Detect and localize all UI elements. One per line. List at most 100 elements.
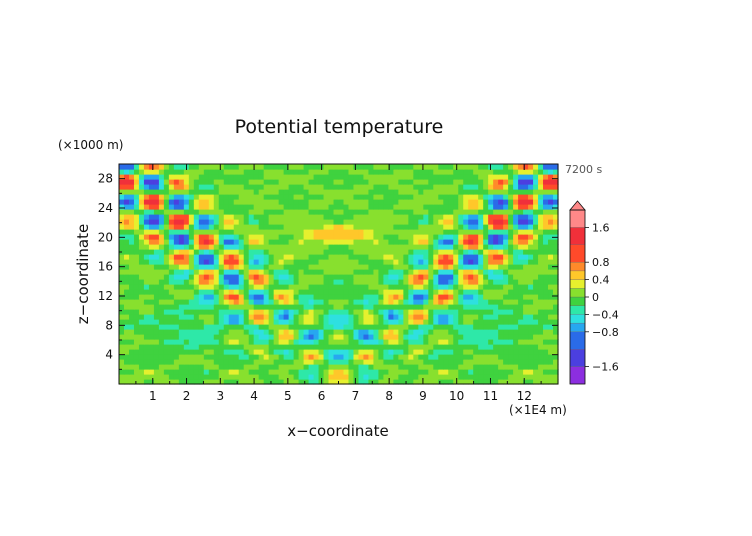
heatmap-cell: [193, 214, 200, 220]
heatmap-cell: [278, 334, 285, 340]
heatmap-cell: [398, 269, 404, 275]
heatmap-cell: [543, 229, 549, 235]
heatmap-cell: [328, 249, 335, 255]
heatmap-cell: [518, 259, 524, 265]
heatmap-cell: [138, 324, 145, 330]
heatmap-cell: [218, 194, 225, 200]
heatmap-cell: [119, 369, 125, 375]
heatmap-cell: [178, 339, 185, 345]
heatmap-cell: [223, 344, 230, 350]
heatmap-cell: [163, 239, 170, 245]
heatmap-cell: [148, 209, 155, 215]
heatmap-cell: [123, 369, 130, 375]
heatmap-cell: [423, 229, 429, 235]
heatmap-cell: [398, 174, 404, 180]
heatmap-cell: [473, 204, 479, 210]
heatmap-cell: [143, 374, 150, 380]
heatmap-cell: [288, 344, 295, 350]
heatmap-cell: [503, 324, 509, 330]
heatmap-cell: [458, 209, 464, 215]
heatmap-cell: [163, 279, 170, 285]
heatmap-cell: [523, 209, 529, 215]
heatmap-cell: [478, 344, 484, 350]
heatmap-cell: [208, 299, 215, 305]
heatmap-cell: [493, 334, 499, 340]
heatmap-cell: [353, 169, 360, 175]
heatmap-cell: [523, 324, 529, 330]
heatmap-cell: [548, 164, 554, 170]
heatmap-cell: [253, 329, 260, 335]
heatmap-cell: [288, 169, 295, 175]
heatmap-cell: [503, 294, 509, 300]
heatmap-cell: [553, 204, 559, 210]
heatmap-cell: [473, 274, 479, 280]
heatmap-cell: [368, 359, 375, 365]
heatmap-cell: [553, 249, 559, 255]
heatmap-cell: [518, 184, 524, 190]
heatmap-cell: [298, 209, 305, 215]
heatmap-cell: [408, 224, 414, 230]
heatmap-cell: [543, 204, 549, 210]
heatmap-cell: [493, 324, 499, 330]
heatmap-cell: [253, 209, 260, 215]
colorbar-swatch: [569, 296, 586, 306]
heatmap-cell: [368, 269, 375, 275]
heatmap-cell: [128, 329, 135, 335]
heatmap-cell: [138, 194, 145, 200]
heatmap-cell: [553, 324, 559, 330]
heatmap-cell: [223, 169, 230, 175]
heatmap-cell: [163, 259, 170, 265]
x-tick-label: 3: [216, 389, 224, 403]
heatmap-cell: [158, 194, 165, 200]
heatmap-cell: [548, 379, 554, 385]
heatmap-cell: [268, 249, 275, 255]
heatmap-cell: [383, 314, 389, 320]
heatmap-cell: [383, 339, 389, 345]
heatmap-cell: [328, 199, 335, 205]
heatmap-cell: [168, 244, 175, 250]
heatmap-cell: [428, 184, 434, 190]
heatmap-cell: [548, 319, 554, 325]
y-tick-label: 24: [98, 201, 113, 215]
heatmap-cell: [463, 314, 469, 320]
heatmap-cell: [173, 209, 180, 215]
heatmap-cell: [343, 354, 350, 360]
heatmap-cell: [413, 279, 419, 285]
heatmap-cell: [498, 289, 504, 295]
heatmap-cell: [153, 179, 160, 185]
heatmap-cell: [228, 204, 235, 210]
heatmap-cell: [298, 354, 305, 360]
heatmap-cell: [348, 199, 355, 205]
heatmap-cell: [158, 174, 165, 180]
heatmap-cell: [143, 324, 150, 330]
heatmap-cell: [488, 279, 494, 285]
heatmap-cell: [243, 174, 250, 180]
heatmap-cell: [363, 359, 370, 365]
heatmap-cell: [328, 299, 335, 305]
heatmap-cell: [298, 309, 305, 315]
heatmap-cell: [458, 164, 464, 170]
heatmap-cell: [353, 189, 360, 195]
heatmap-cell: [323, 274, 330, 280]
heatmap-cell: [383, 214, 389, 220]
heatmap-cell: [448, 229, 454, 235]
heatmap-cell: [198, 244, 205, 250]
heatmap-cell: [378, 239, 384, 245]
heatmap-cell: [178, 199, 185, 205]
heatmap-cell: [303, 264, 310, 270]
heatmap-cell: [228, 199, 235, 205]
heatmap-cell: [133, 174, 140, 180]
heatmap-cell: [258, 279, 265, 285]
heatmap-cell: [148, 374, 155, 380]
heatmap-cell: [548, 269, 554, 275]
heatmap-cell: [453, 244, 459, 250]
heatmap-cell: [468, 214, 474, 220]
heatmap-cell: [468, 364, 474, 370]
heatmap-cell: [553, 219, 559, 225]
heatmap-cell: [278, 269, 285, 275]
heatmap-cell: [188, 319, 195, 325]
x-tick-label: 10: [449, 389, 464, 403]
heatmap-cell: [288, 194, 295, 200]
heatmap-cell: [128, 364, 135, 370]
heatmap-cell: [308, 349, 315, 355]
